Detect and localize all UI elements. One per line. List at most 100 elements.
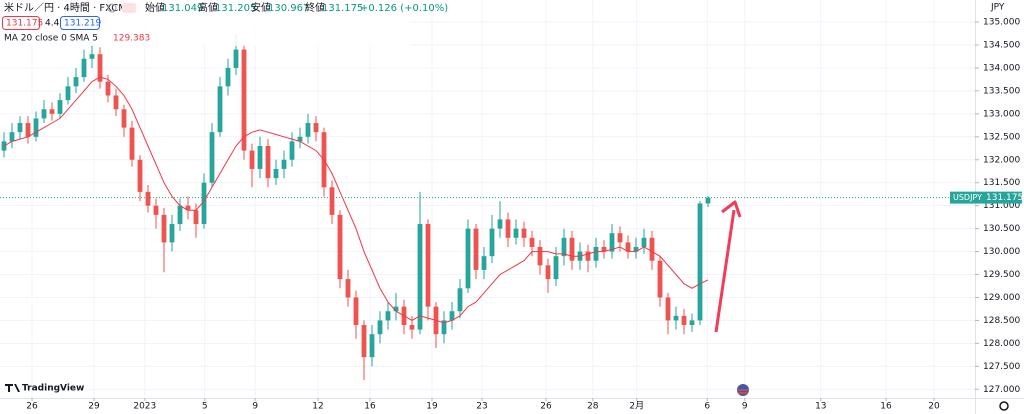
y-tick-label: 128.000 — [983, 339, 1020, 349]
y-tick-label: 129.500 — [983, 270, 1020, 280]
candle-body — [193, 210, 199, 225]
high-label: 高値 — [198, 1, 218, 14]
candle-body — [481, 256, 487, 270]
candle-body — [545, 265, 551, 280]
buy-button[interactable] — [60, 16, 100, 30]
price-tag-text: 131.175 — [986, 193, 1023, 203]
candle-body — [409, 325, 415, 330]
low-label: 安値 — [251, 1, 271, 14]
candle-body — [697, 203, 703, 321]
y-tick-label: 133.500 — [983, 86, 1020, 96]
y-tick-label: 132.500 — [983, 132, 1020, 142]
candle-body — [465, 228, 471, 289]
y-tick-label: 127.500 — [983, 362, 1020, 372]
candle-body — [569, 237, 575, 261]
x-tick-label: 20 — [928, 402, 940, 412]
candle-body — [225, 67, 231, 87]
candle-body — [177, 205, 183, 225]
candle-body — [673, 315, 679, 321]
annotation-arrow-head — [721, 200, 742, 218]
y-tick-label: 134.000 — [983, 63, 1020, 73]
candle-body — [273, 168, 279, 179]
candle-body — [129, 127, 135, 160]
moving-average — [3, 76, 709, 324]
candle-body — [217, 86, 223, 133]
candle-body — [473, 228, 479, 270]
icon-flag[interactable] — [122, 3, 136, 13]
event-flag-stripes — [737, 389, 749, 394]
y-tick-label: 130.000 — [983, 247, 1020, 257]
candle-body — [497, 219, 503, 229]
candle-body — [441, 320, 447, 335]
x-tick-label: 26 — [26, 402, 38, 412]
candle-body — [49, 109, 55, 114]
x-tick-label: 29 — [88, 402, 100, 412]
settings-icon[interactable] — [999, 401, 1009, 411]
y-tick-label: 128.500 — [983, 316, 1020, 326]
ma-legend: MA 20 close 0 SMA 5 — [4, 34, 98, 44]
currency: JPY — [990, 3, 1005, 13]
candle-body — [625, 242, 631, 252]
candle-body — [257, 145, 263, 169]
buy-price[interactable]: 131.219 — [64, 19, 101, 29]
candle-body — [505, 219, 511, 238]
symbol-tag — [950, 191, 982, 204]
candle-body — [345, 279, 351, 298]
x-tick-label: 19 — [426, 402, 438, 412]
candle-body — [209, 132, 215, 183]
x-tick-label: 26 — [540, 402, 552, 412]
x-tick-label: 16 — [364, 402, 376, 412]
brand-logo — [5, 384, 20, 392]
y-tick-label: 131.000 — [983, 201, 1020, 211]
candle-body — [393, 306, 399, 312]
x-tick-label: 5 — [202, 402, 208, 412]
candle-body — [41, 109, 47, 119]
icon-eye[interactable] — [107, 3, 117, 13]
candle-body — [17, 123, 23, 133]
candle-body — [449, 311, 455, 321]
candle-body — [665, 297, 671, 321]
x-tick-label: 12 — [312, 402, 323, 412]
candle-body — [529, 237, 535, 247]
candle-body — [513, 228, 519, 238]
candle-body — [369, 334, 375, 358]
y-tick-label: 131.500 — [983, 178, 1020, 188]
candle-body — [537, 246, 543, 266]
close-value: 131.175 — [322, 3, 363, 14]
sell-price[interactable]: 131.175 — [6, 19, 43, 29]
candle-body — [337, 214, 343, 280]
candle-body — [201, 182, 207, 225]
brand: TradingView — [22, 384, 84, 394]
price-tag — [982, 191, 1022, 204]
axes: 127.000 127.500 128.000 128.500 129.000 129.5… — [26, 18, 1020, 412]
candle-body — [657, 260, 663, 298]
candle-body — [249, 150, 255, 169]
annotation-arrow — [714, 209, 736, 333]
x-tick-label: 23 — [476, 402, 487, 412]
y-tick-label: 133.000 — [983, 109, 1020, 119]
sell-button[interactable] — [2, 16, 40, 30]
candle-body — [305, 123, 311, 137]
spread: 4.4 — [45, 19, 60, 29]
candle-body — [137, 159, 143, 192]
change: +0.126 (+0.10%) — [360, 3, 448, 14]
candle-body — [457, 288, 463, 312]
candle-body — [97, 54, 103, 82]
candle-body — [417, 224, 423, 330]
candle-body — [89, 54, 95, 59]
candle-body — [521, 228, 527, 238]
candle-body — [561, 237, 567, 257]
candle-body — [153, 205, 159, 215]
candle-body — [113, 95, 119, 110]
candle-body — [361, 325, 367, 358]
x-tick-label: 2023 — [133, 402, 156, 412]
candle-body — [609, 233, 615, 252]
high-value: 131.205 — [215, 3, 256, 14]
x-tick-label: 9 — [252, 402, 258, 412]
candle-body — [705, 197, 711, 204]
candle-body — [329, 187, 335, 215]
candle-body — [57, 100, 63, 114]
candle-body — [9, 132, 15, 142]
candle-body — [185, 205, 191, 211]
